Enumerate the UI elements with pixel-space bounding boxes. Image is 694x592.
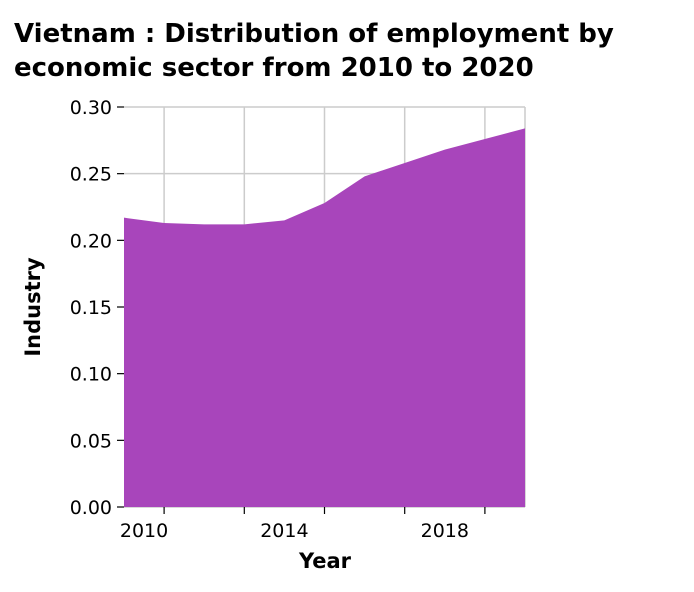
- y-tick-label-0: 0.00: [70, 497, 112, 519]
- y-tick-label-3: 0.15: [70, 297, 112, 319]
- y-tick-label-1: 0.05: [70, 430, 112, 452]
- y-tick-label-5: 0.25: [70, 164, 112, 186]
- x-tick-label-2018: 2018: [421, 520, 469, 542]
- x-tick-label-2010: 2010: [120, 520, 168, 542]
- x-tick-label-2014: 2014: [260, 520, 308, 542]
- x-axis-ticks: 2010 2014 2018: [120, 507, 486, 542]
- y-axis-label: Industry: [21, 257, 45, 357]
- y-tick-label-6: 0.30: [70, 97, 112, 119]
- x-axis-label: Year: [298, 549, 352, 573]
- chart-title-line-2: economic sector from 2010 to 2020: [14, 53, 534, 83]
- industry-area: [124, 128, 525, 508]
- y-tick-label-2: 0.10: [70, 364, 112, 386]
- y-tick-label-4: 0.20: [70, 230, 112, 252]
- chart-title-line-1: Vietnam : Distribution of employment by: [14, 19, 614, 49]
- y-axis-ticks: 0.00 0.05 0.10 0.15 0.20 0.25 0.30: [70, 97, 124, 519]
